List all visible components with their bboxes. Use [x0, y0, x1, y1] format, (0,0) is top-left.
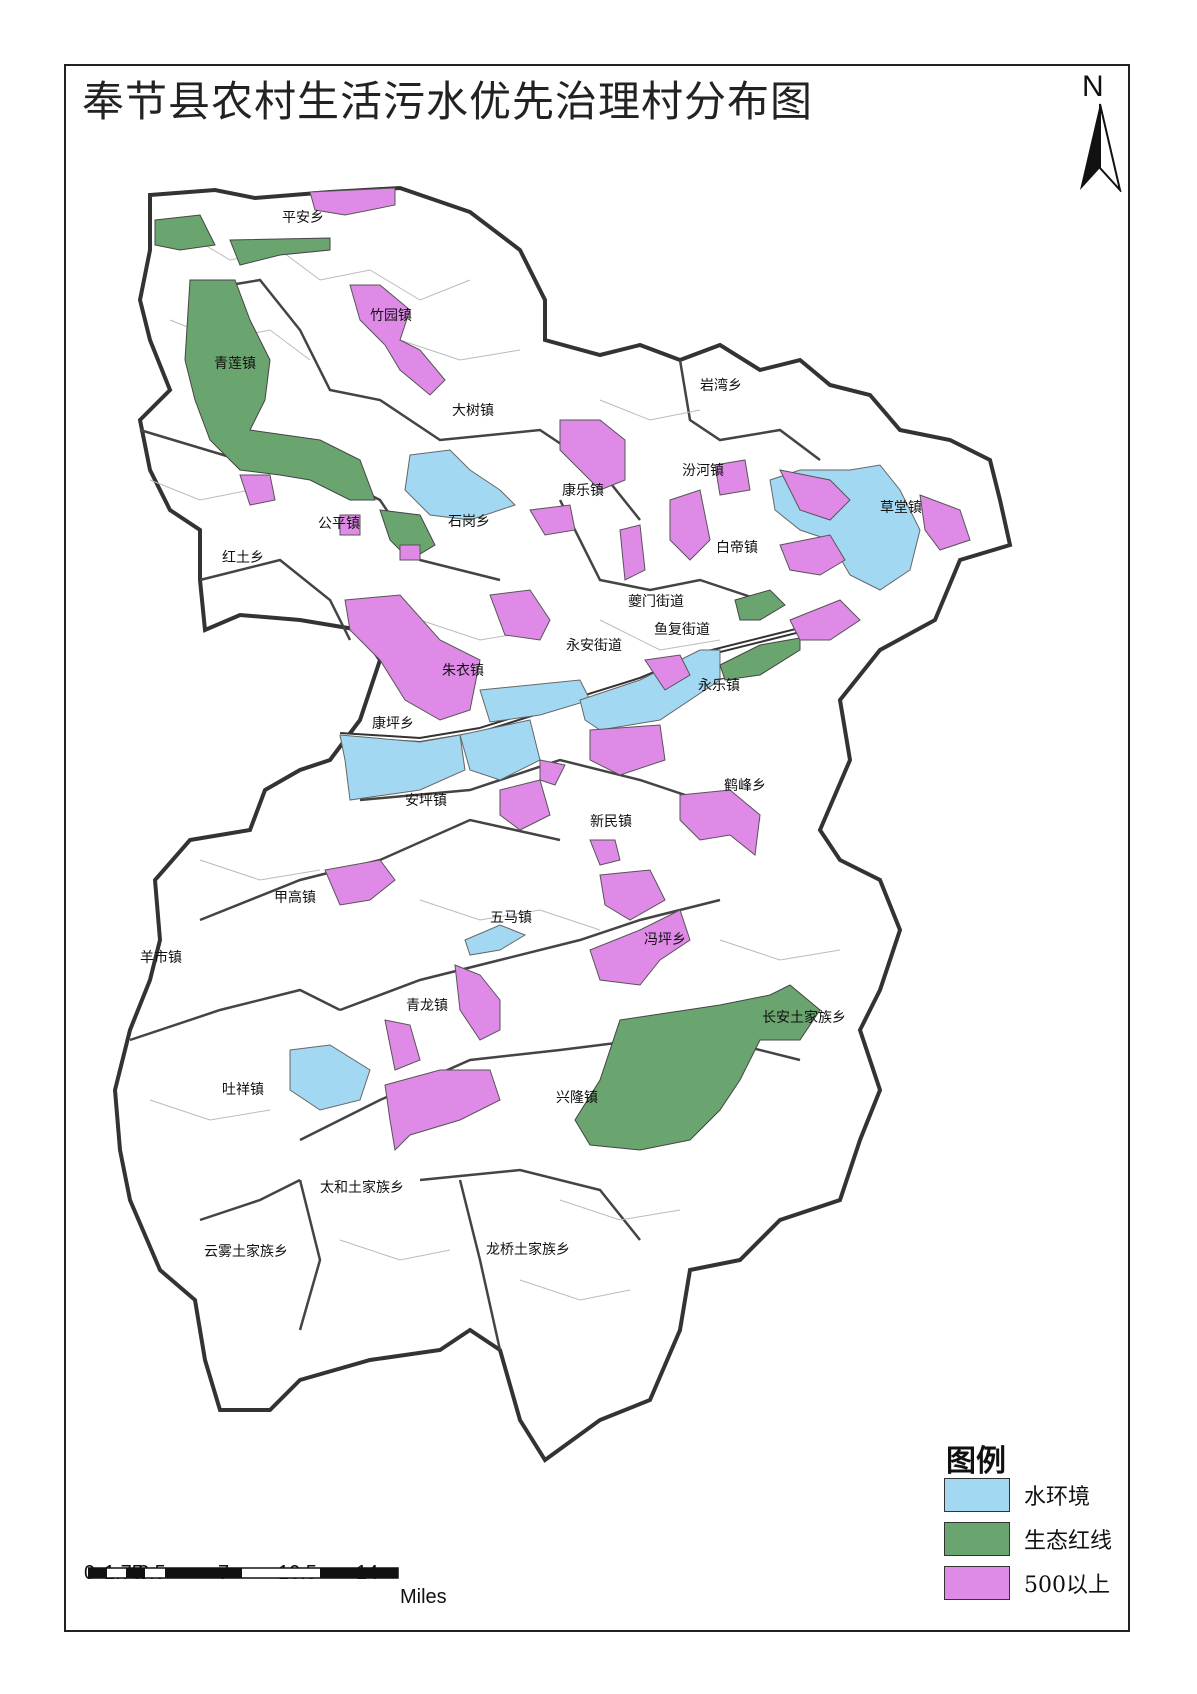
town-label-yangshi: 羊市镇	[140, 949, 182, 966]
legend-swatch-500plus	[944, 1566, 1010, 1600]
legend-label-redline: 生态红线	[1024, 1529, 1113, 1554]
town-label-kangle: 康乐镇	[562, 482, 604, 499]
legend-item-water: 水环境	[944, 1478, 1090, 1512]
map-frame	[64, 64, 1130, 1632]
map-title: 奉节县农村生活污水优先治理村分布图	[82, 77, 814, 126]
north-arrow-icon	[1080, 103, 1122, 192]
town-label-zhuyuan: 竹园镇	[370, 308, 412, 324]
town-label-yunwu: 云雾土家族乡	[204, 1243, 288, 1260]
village-boundaries	[149, 229, 841, 1301]
legend-label-water: 水环境	[1024, 1485, 1091, 1510]
legend-label-500plus: 500以上	[1024, 1573, 1110, 1598]
town-label-kangping: 康坪乡	[372, 715, 414, 732]
scale-unit: Miles	[400, 1586, 447, 1608]
town-label-qinglong: 青龙镇	[406, 998, 448, 1014]
town-label-baidi: 白帝镇	[716, 540, 758, 556]
town-label-yufu: 鱼复街道	[654, 621, 710, 638]
town-label-taihe: 太和土家族乡	[320, 1179, 404, 1196]
town-label-kuimen: 夔门街道	[628, 593, 684, 610]
town-label-jiagao: 甲高镇	[274, 889, 316, 906]
scale-bar	[88, 1567, 399, 1579]
town-label-xinglong: 兴隆镇	[556, 1090, 598, 1106]
town-label-yongle: 永乐镇	[698, 678, 740, 694]
town-label-anping: 安坪镇	[405, 793, 447, 809]
legend-item-500plus: 500以上	[944, 1566, 1110, 1600]
town-label-wuma: 五马镇	[490, 910, 532, 926]
town-label-tuxiang: 吐祥镇	[222, 1082, 264, 1098]
town-label-caotang: 草堂镇	[880, 500, 922, 516]
population-500-plus-areas	[239, 187, 971, 1152]
town-label-shigang: 石岗乡	[448, 514, 490, 530]
legend-swatch-redline	[944, 1522, 1010, 1556]
town-label-longqiao: 龙桥土家族乡	[486, 1241, 570, 1258]
town-labels: 平安乡 竹园镇 青莲镇 大树镇 岩湾乡 康乐镇 汾河镇 草堂镇 公平镇 石岗乡 …	[140, 210, 922, 1260]
town-label-yongan: 永安街道	[566, 638, 622, 654]
legend-item-redline: 生态红线	[944, 1522, 1112, 1556]
town-label-qinglian: 青莲镇	[214, 356, 256, 372]
north-label: N	[1082, 70, 1104, 103]
town-label-changan: 长安土家族乡	[762, 1009, 846, 1026]
town-label-pingan: 平安乡	[282, 210, 324, 226]
ecological-redline-areas	[154, 214, 821, 1151]
town-label-xinmin: 新民镇	[590, 814, 632, 830]
town-label-zhuyi: 朱衣镇	[442, 663, 484, 679]
town-label-hefeng: 鹤峰乡	[724, 778, 766, 794]
town-label-hongtu: 红土乡	[222, 550, 264, 566]
town-label-fenhe: 汾河镇	[682, 463, 724, 479]
legend-title: 图例	[946, 1444, 1006, 1479]
town-label-dashu: 大树镇	[452, 403, 494, 419]
town-label-fengping: 冯坪乡	[644, 932, 686, 948]
town-label-gongping: 公平镇	[318, 516, 360, 532]
legend-swatch-water	[944, 1478, 1010, 1512]
town-label-yanwan: 岩湾乡	[700, 377, 742, 394]
